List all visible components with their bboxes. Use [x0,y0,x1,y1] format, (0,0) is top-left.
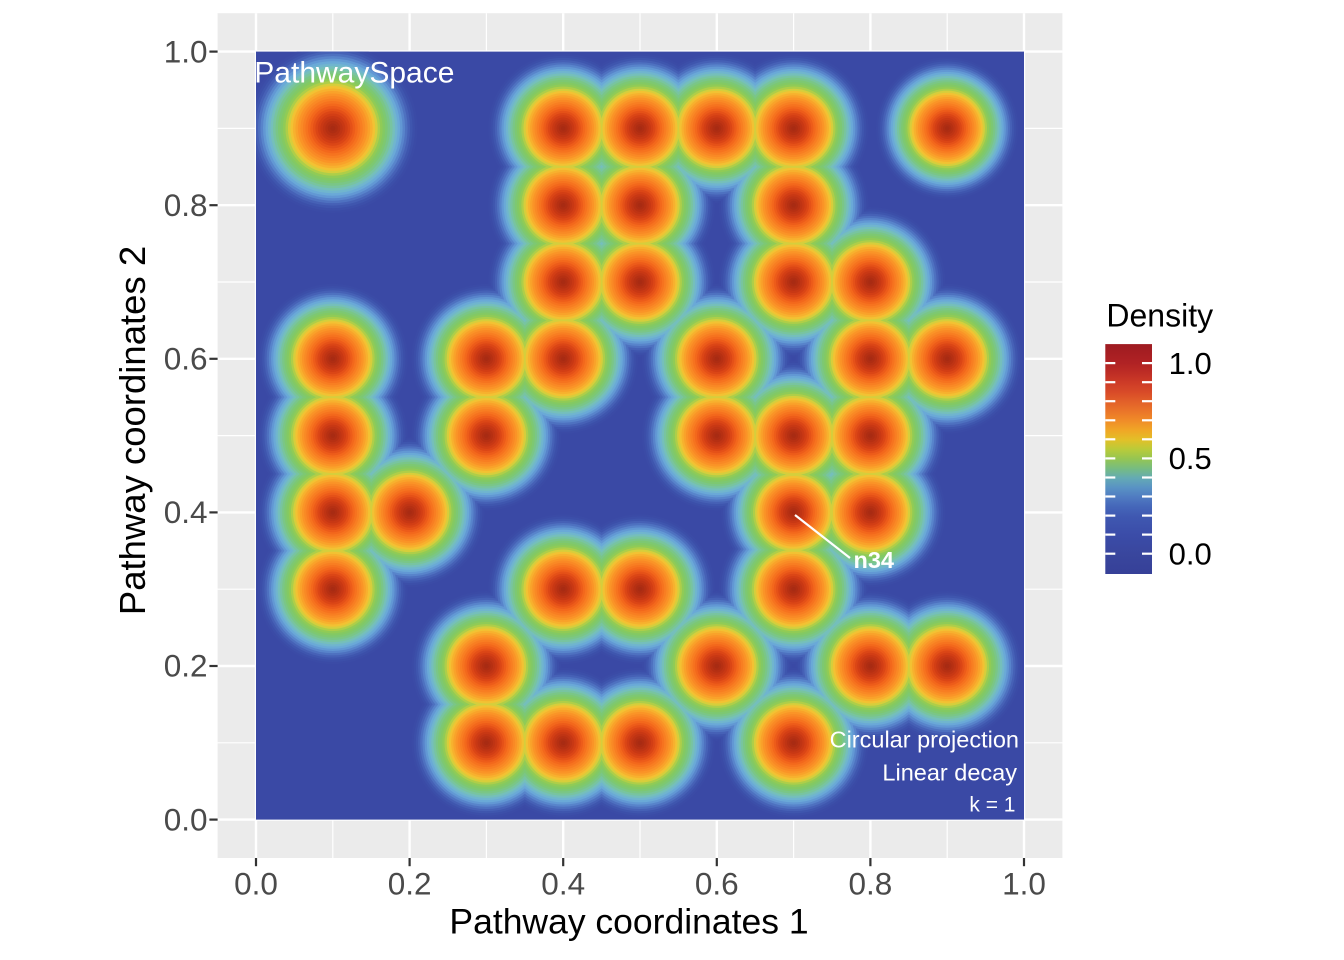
svg-text:Linear decay: Linear decay [882,760,1017,786]
svg-text:PathwaySpace: PathwaySpace [254,57,454,90]
svg-text:0.6: 0.6 [164,341,208,377]
svg-text:n34: n34 [854,547,895,573]
svg-text:0.2: 0.2 [388,865,432,901]
svg-text:0.4: 0.4 [164,494,208,530]
svg-text:1.0: 1.0 [1002,865,1046,901]
svg-text:Circular projection: Circular projection [830,727,1019,753]
svg-text:Density: Density [1106,297,1213,333]
svg-text:0.2: 0.2 [164,648,208,684]
svg-text:0.6: 0.6 [695,865,739,901]
svg-text:0.0: 0.0 [164,801,208,837]
svg-text:0.5: 0.5 [1169,441,1212,476]
svg-text:0.4: 0.4 [541,865,585,901]
svg-text:k = 1: k = 1 [969,794,1015,817]
svg-text:0.0: 0.0 [1169,536,1212,571]
svg-text:0.0: 0.0 [234,865,278,901]
svg-text:0.8: 0.8 [164,187,208,223]
svg-text:Pathway coordinates 1: Pathway coordinates 1 [449,902,808,942]
svg-text:Pathway coordinates 2: Pathway coordinates 2 [112,246,153,615]
svg-text:1.0: 1.0 [1169,346,1212,381]
svg-text:1.0: 1.0 [164,33,208,69]
svg-text:0.8: 0.8 [849,865,893,901]
